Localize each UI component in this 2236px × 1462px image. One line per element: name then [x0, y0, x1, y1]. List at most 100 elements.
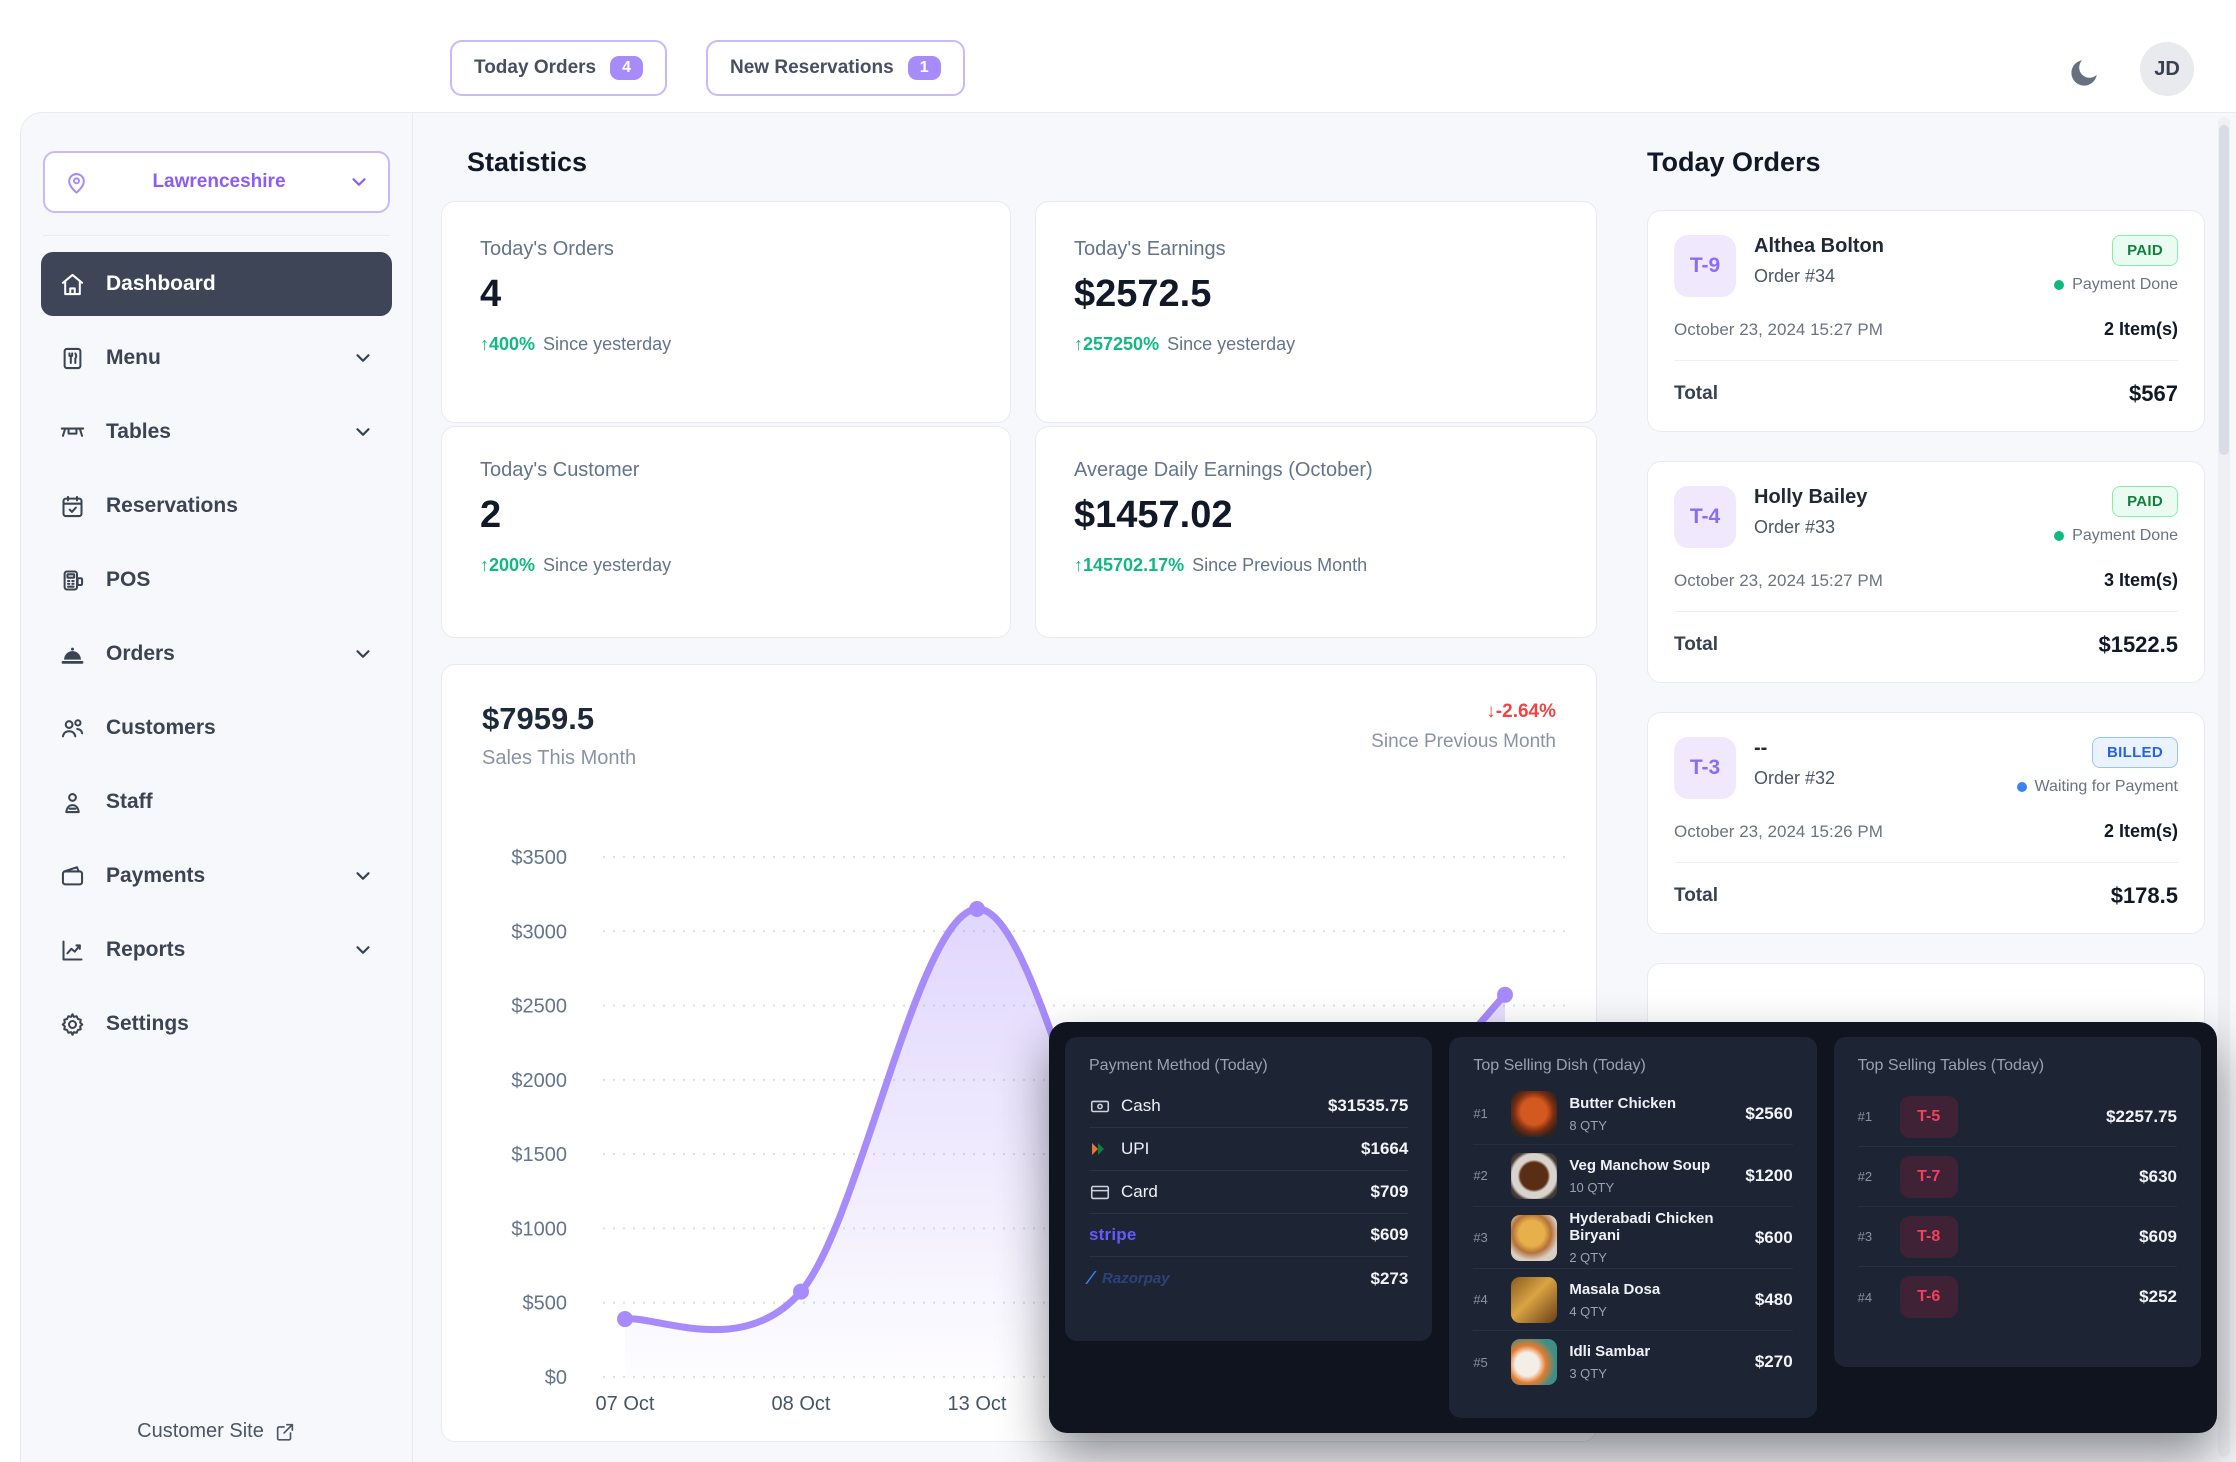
sidebar-item-label: Reservations — [106, 494, 238, 517]
top-bar: Today Orders 4 New Reservations 1 JD — [0, 0, 2236, 112]
table-badge: T-3 — [1674, 737, 1736, 799]
status-badge: PAID — [2112, 486, 2178, 517]
dish-name: Veg Manchow Soup — [1569, 1156, 1711, 1174]
chevron-down-icon — [356, 354, 370, 362]
sidebar-item-tables[interactable]: Tables — [41, 400, 392, 464]
table-badge: T-9 — [1674, 235, 1736, 297]
stat-label: Today's Customer — [480, 459, 640, 481]
payment-method-row: stripe $609 — [1089, 1214, 1409, 1257]
table-icon — [60, 427, 85, 437]
total-label: Total — [1674, 885, 1718, 906]
change-period: Since Previous Month — [1371, 731, 1556, 752]
payment-method-row: UPI $1664 — [1089, 1128, 1409, 1171]
new-reservations-button-label: New Reservations — [730, 57, 894, 78]
order-card[interactable]: T-3 -- Order #32 BILLED Waiting for Paym… — [1647, 712, 2205, 934]
dish-photo — [1511, 1276, 1558, 1323]
payment-method-amount: $273 — [1370, 1268, 1409, 1288]
sidebar-nav: Dashboard Menu Tables — [21, 252, 412, 1056]
dish-qty: 3 QTY — [1569, 1366, 1607, 1381]
today-orders-heading: Today Orders — [1647, 147, 1821, 177]
stat-value: $1457.02 — [1074, 494, 1233, 536]
dish-name: Idli Sambar — [1569, 1343, 1651, 1360]
sidebar-item-pos[interactable]: POS — [41, 548, 392, 612]
svg-text:$3500: $3500 — [511, 847, 567, 869]
scrollbar-track[interactable] — [2218, 117, 2230, 1457]
table-amount: $630 — [2139, 1166, 2177, 1186]
payment-method-name: Cash — [1121, 1096, 1161, 1115]
chevron-down-icon — [356, 650, 370, 658]
sidebar-item-payments[interactable]: Payments — [41, 844, 392, 908]
svg-text:13 Oct: 13 Oct — [948, 1393, 1007, 1415]
total-amount: $567 — [2129, 381, 2178, 406]
sidebar-item-label: Customers — [106, 716, 216, 739]
sidebar-item-orders[interactable]: Orders — [41, 622, 392, 686]
status-badge: BILLED — [2092, 737, 2178, 768]
sidebar-item-label: POS — [106, 568, 151, 591]
dish-row: #4 Masala Dosa 4 QTY $480 — [1473, 1269, 1793, 1331]
dish-rank: #5 — [1473, 1354, 1488, 1370]
customer-site-label: Customer Site — [137, 1420, 264, 1442]
chevron-down-icon — [356, 872, 370, 880]
user-avatar[interactable]: JD — [2140, 42, 2194, 96]
new-reservations-count-badge: 1 — [907, 56, 941, 80]
delta-value: 400% — [489, 334, 536, 354]
today-orders-count-badge: 4 — [610, 56, 644, 80]
svg-text:$500: $500 — [523, 1293, 568, 1315]
dish-rank: #3 — [1473, 1230, 1488, 1245]
sidebar-item-menu[interactable]: Menu — [41, 326, 392, 390]
order-card[interactable]: T-4 Holly Bailey Order #33 PAID Payment … — [1647, 461, 2205, 683]
order-datetime: October 23, 2024 15:26 PM — [1674, 821, 1883, 841]
svg-text:$1000: $1000 — [511, 1218, 567, 1240]
new-reservations-button[interactable]: New Reservations 1 — [706, 40, 965, 96]
order-number: Order #34 — [1754, 266, 1836, 286]
customer-site-link[interactable]: Customer Site — [21, 1420, 412, 1443]
table-amount: $2257.75 — [2106, 1106, 2177, 1126]
scrollbar-thumb[interactable] — [2219, 125, 2229, 455]
table-rank: #4 — [1857, 1289, 1873, 1305]
staff-person-icon — [65, 792, 80, 813]
location-selector[interactable]: Lawrenceshire — [43, 151, 390, 213]
svg-text:$3000: $3000 — [511, 921, 567, 943]
total-amount: $1522.5 — [2098, 632, 2178, 657]
cloche-icon — [61, 647, 84, 664]
delta-up-arrow-icon: ↑ — [480, 555, 489, 575]
dark-mode-toggle[interactable] — [2062, 52, 2106, 96]
sidebar-item-dashboard[interactable]: Dashboard — [41, 252, 392, 316]
dish-photo — [1511, 1090, 1558, 1137]
upi-logo-icon — [1092, 1143, 1104, 1155]
divider — [1674, 862, 2178, 863]
sidebar-item-staff[interactable]: Staff — [41, 770, 392, 834]
sidebar-item-customers[interactable]: Customers — [41, 696, 392, 760]
stat-label: Today's Orders — [480, 238, 614, 260]
dish-name: Hyderabadi Chicken Biryani — [1569, 1210, 1714, 1244]
sidebar-item-settings[interactable]: Settings — [41, 992, 392, 1056]
order-items-count: 2 Item(s) — [2103, 821, 2178, 841]
payment-method-name: UPI — [1121, 1139, 1150, 1158]
table-row: #2 T-7 $630 — [1857, 1147, 2177, 1207]
table-row: #1 T-5 $2257.75 — [1857, 1087, 2177, 1147]
today-orders-button-label: Today Orders — [474, 57, 597, 78]
total-label: Total — [1674, 634, 1718, 655]
sidebar-item-label: Settings — [106, 1012, 189, 1035]
dish-qty: 4 QTY — [1569, 1303, 1607, 1319]
stat-label: Today's Earnings — [1074, 238, 1226, 260]
svg-text:$1500: $1500 — [511, 1144, 567, 1166]
dish-qty: 10 QTY — [1569, 1179, 1615, 1195]
sidebar-item-label: Tables — [106, 420, 171, 443]
dish-rank: #1 — [1473, 1106, 1488, 1121]
sidebar-item-reports[interactable]: Reports — [41, 918, 392, 982]
payment-method-amount: $709 — [1370, 1182, 1409, 1201]
sidebar-item-reservations[interactable]: Reservations — [41, 474, 392, 538]
dish-photo — [1511, 1214, 1558, 1261]
top-selling-dish-panel: Top Selling Dish (Today) #1 Butter Chick… — [1449, 1037, 1817, 1418]
top-tables-title: Top Selling Tables (Today) — [1857, 1057, 2045, 1074]
today-orders-button[interactable]: Today Orders 4 — [450, 40, 668, 96]
today-orders-panel: Today Orders T-9 Althea Bolton Order #34… — [1647, 113, 2205, 1035]
dish-row: #1 Butter Chicken 8 QTY $2560 — [1473, 1083, 1793, 1145]
statistics-heading: Statistics — [467, 147, 588, 177]
wallet-icon — [61, 865, 84, 885]
order-card[interactable]: T-9 Althea Bolton Order #34 PAID Payment… — [1647, 210, 2205, 432]
payment-status-note: Waiting for Payment — [2034, 778, 2178, 795]
svg-text:$2000: $2000 — [511, 1070, 567, 1092]
payment-method-row: Card $709 — [1089, 1171, 1409, 1214]
